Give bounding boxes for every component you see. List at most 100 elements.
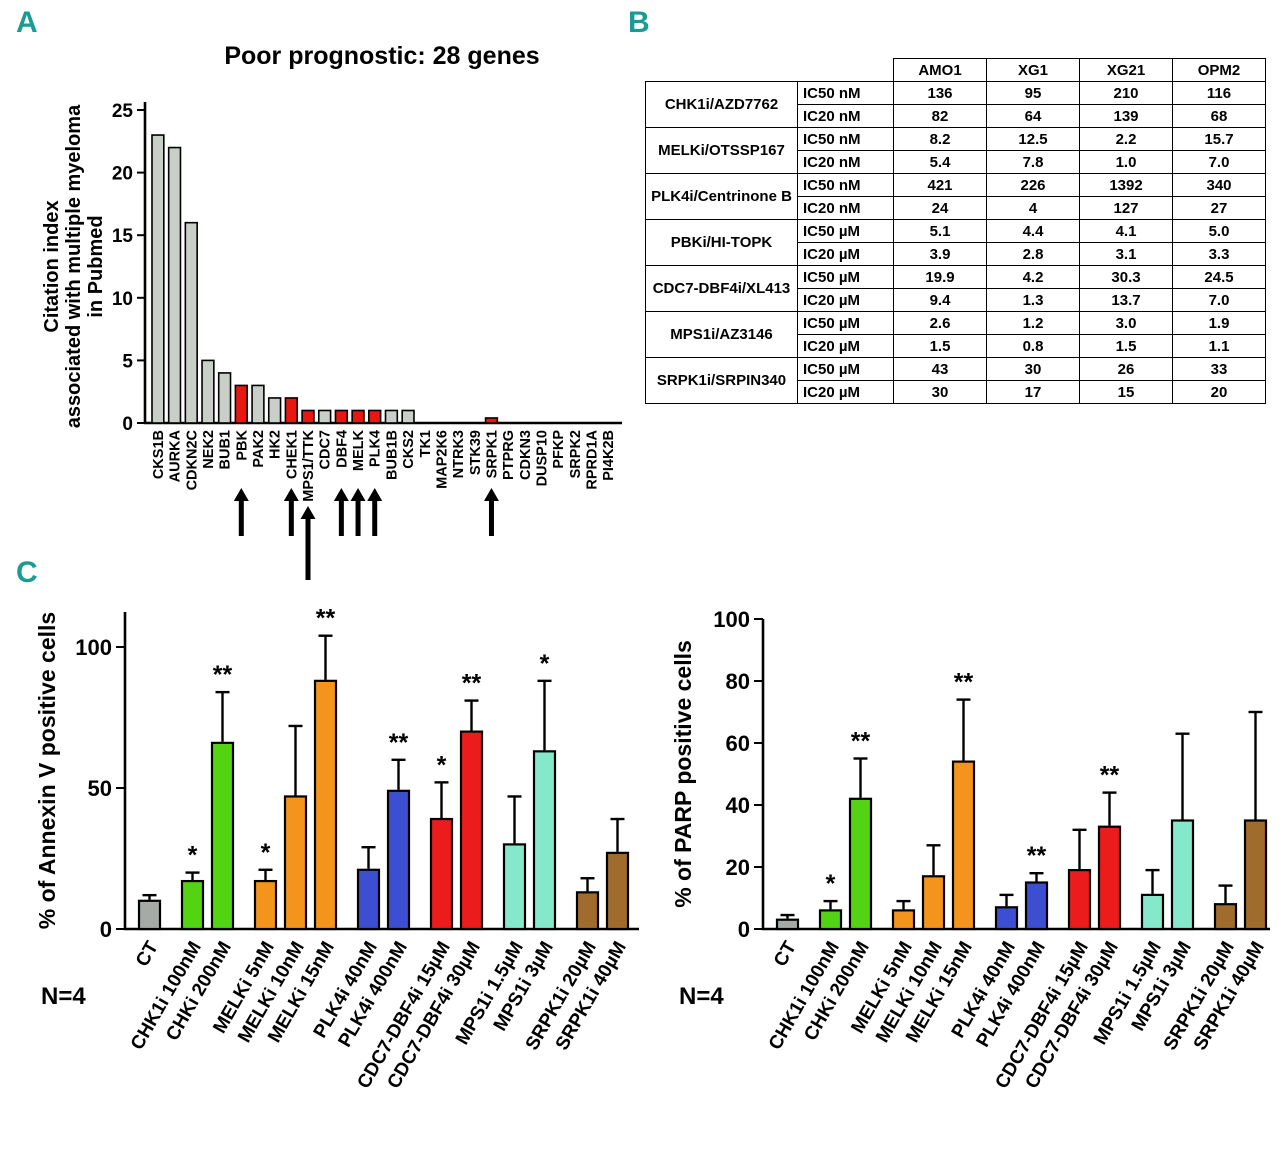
- value-cell: 5.4: [893, 150, 987, 174]
- bar: [1213, 903, 1238, 931]
- x-category-label: NEK2: [201, 430, 217, 469]
- value-cell: 13.7: [1079, 288, 1173, 312]
- x-category-label: PBK: [234, 429, 250, 460]
- value-cell: 4.1: [1079, 219, 1173, 243]
- table-row: IC20 nM 24 4 127 27: [646, 196, 1266, 220]
- y-tick-label: 100: [75, 635, 112, 660]
- metric-cell: IC50 µM: [797, 311, 894, 335]
- parp-bar-chart: % of PARP positive cells 0 20 40 60 80 100 CT * C…: [653, 584, 1279, 1167]
- table-header-spacer: [646, 59, 894, 82]
- arrow-head-icon: [283, 488, 299, 501]
- value-cell: 9.4: [893, 288, 987, 312]
- x-category-label: BUB1B: [384, 430, 400, 480]
- bar: [180, 879, 205, 931]
- x-category-label: CKS2: [401, 430, 417, 469]
- significance-star: **: [462, 670, 482, 698]
- x-category-label: SRPK2: [568, 430, 584, 478]
- bar: [368, 409, 382, 424]
- y-tick-label: 60: [726, 731, 750, 756]
- metric-cell: IC20 µM: [797, 242, 894, 266]
- value-cell: 2.8: [986, 242, 1080, 266]
- bar: [284, 397, 299, 424]
- panel-c-label: C: [16, 556, 38, 589]
- ic50-table-panel: AMO1 XG1 XG21 OPM2 CHK1i/AZD7762 IC50 nM 136 95…: [645, 58, 1266, 404]
- value-cell: 68: [1172, 104, 1266, 128]
- cell-line-header: XG1: [986, 58, 1080, 82]
- significance-star: **: [213, 661, 233, 689]
- value-cell: 1.1: [1172, 334, 1266, 358]
- table-row: IC20 µM 9.4 1.3 13.7 7.0: [646, 288, 1266, 312]
- bar: [386, 789, 411, 931]
- cell-line-header: XG21: [1079, 58, 1173, 82]
- value-cell: 7.0: [1172, 150, 1266, 174]
- significance-star: **: [1027, 842, 1047, 870]
- metric-cell: IC20 nM: [797, 150, 894, 174]
- bar: [210, 741, 235, 931]
- bar: [184, 221, 198, 424]
- annexin-bar-chart: % of Annexin V positive cells 0 50 100 CT * CH…: [25, 584, 657, 1167]
- y-axis-label: % of PARP positive cells: [670, 640, 696, 908]
- x-category-label: MELK: [351, 429, 367, 471]
- bar: [151, 134, 165, 424]
- metric-cell: IC50 µM: [797, 357, 894, 381]
- bar: [818, 909, 843, 931]
- citation-chart-svg: Poor prognostic: 28 genes Citation index a…: [41, 42, 622, 580]
- drug-name-cell: SRPK1i/SRPIN340: [645, 357, 798, 404]
- table-row: CDC7-DBF4i/XL413 IC50 µM 19.9 4.2 30.3 24.5: [645, 265, 1266, 312]
- metric-cell: IC50 nM: [797, 81, 894, 105]
- x-category-label: DBF4: [334, 430, 350, 468]
- bar: [1097, 825, 1122, 931]
- value-cell: 7.0: [1172, 288, 1266, 312]
- value-cell: 12.5: [986, 127, 1080, 151]
- table-row: IC20 µM 3.9 2.8 3.1 3.3: [646, 242, 1266, 266]
- parp-chart-svg: % of PARP positive cells020406080100CT*C…: [670, 607, 1270, 1092]
- arrow-head-icon: [350, 488, 366, 501]
- bar: [459, 730, 484, 931]
- bar: [334, 409, 349, 424]
- bar: [921, 875, 946, 931]
- x-category-label: PI4K2B: [601, 430, 617, 481]
- metric-cell: IC50 nM: [797, 173, 894, 197]
- value-cell: 1.9: [1172, 311, 1266, 335]
- metric-cell: IC50 nM: [797, 127, 894, 151]
- bar: [317, 409, 332, 424]
- bar: [253, 879, 278, 931]
- bar: [1024, 881, 1049, 931]
- bar: [313, 679, 338, 931]
- x-category-label: CHEK1: [284, 430, 300, 479]
- value-cell: 3.0: [1079, 311, 1173, 335]
- significance-star: **: [389, 729, 409, 757]
- panel-b-label: B: [628, 6, 650, 39]
- bar: [502, 843, 527, 931]
- value-cell: 2.6: [893, 311, 987, 335]
- panel-a-label: A: [16, 6, 38, 39]
- x-category-label: CKS1B: [151, 430, 167, 479]
- table-row: MELKi/OTSSP167 IC50 nM 8.2 12.5 2.2 15.7: [645, 127, 1266, 174]
- x-category-label: CT: [132, 938, 163, 971]
- bar: [167, 146, 182, 424]
- table-row: IC20 µM 1.5 0.8 1.5 1.1: [646, 334, 1266, 358]
- significance-star: *: [261, 839, 271, 867]
- significance-star: **: [851, 728, 871, 756]
- n-label: N=4: [679, 983, 724, 1010]
- y-tick-label: 25: [112, 101, 134, 122]
- bar: [775, 918, 800, 931]
- y-tick-label: 5: [122, 351, 133, 372]
- value-cell: 15.7: [1172, 127, 1266, 151]
- x-category-label: DUSP10: [535, 430, 551, 486]
- significance-star: **: [316, 605, 336, 633]
- x-category-label: CDKN3: [518, 430, 534, 480]
- ic50-table: AMO1 XG1 XG21 OPM2 CHK1i/AZD7762 IC50 nM 136 95…: [645, 58, 1266, 404]
- x-category-label: HK2: [268, 430, 284, 459]
- value-cell: 1.2: [986, 311, 1080, 335]
- bar: [848, 797, 873, 931]
- table-row: SRPK1i/SRPIN340 IC50 µM 43 30 26 33: [645, 357, 1266, 404]
- value-cell: 1392: [1079, 173, 1173, 197]
- drug-name-cell: PLK4i/Centrinone B: [645, 173, 798, 220]
- value-cell: 0.8: [986, 334, 1080, 358]
- arrow-head-icon: [300, 506, 316, 519]
- value-cell: 1.3: [986, 288, 1080, 312]
- bar: [217, 372, 232, 424]
- y-tick-label: 15: [112, 226, 134, 247]
- bar: [201, 359, 215, 424]
